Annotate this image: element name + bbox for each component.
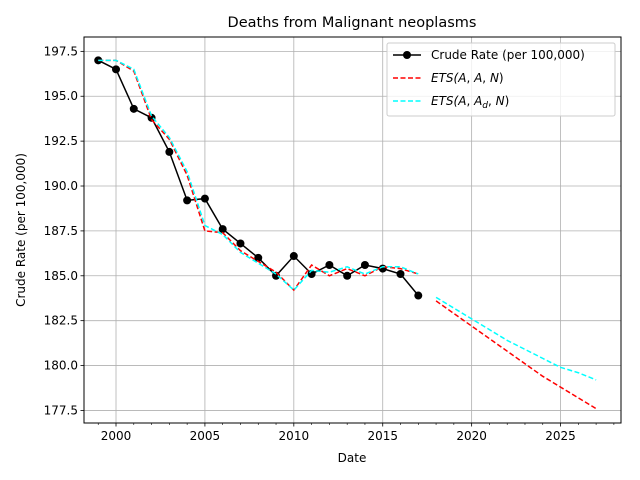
x-tick-label: 2005 (190, 429, 221, 443)
x-tick-label: 2010 (279, 429, 310, 443)
data-point (183, 196, 192, 205)
legend-label-part: N (490, 71, 499, 85)
x-tick-label: 2015 (367, 429, 398, 443)
y-tick-label: 182.5 (44, 314, 78, 328)
data-point (289, 252, 298, 261)
y-tick-label: 197.5 (44, 44, 78, 58)
legend-label-part: d (482, 101, 488, 111)
data-point (396, 269, 405, 278)
legend-label-part: A (473, 94, 482, 108)
legend-label-part: ETS( (431, 94, 460, 108)
legend-label-part: ) (499, 71, 504, 85)
legend-label-part: , (466, 94, 474, 108)
legend-label: ETS(A, A, N) (431, 71, 504, 85)
legend-label-part: A (457, 71, 466, 85)
chart-title: Deaths from Malignant neoplasms (228, 15, 477, 31)
series-layer (94, 56, 597, 410)
data-point (200, 194, 209, 203)
legend-label-part: , (488, 94, 496, 108)
x-tick-label: 2000 (101, 429, 132, 443)
series-2 (98, 59, 597, 381)
forecast-line (435, 300, 597, 410)
legend-label: Crude Rate (per 100,000) (431, 48, 585, 62)
data-point (343, 271, 352, 280)
y-tick-label: 195.0 (44, 89, 78, 103)
legend-label-part: , (482, 71, 490, 85)
forecast-line (435, 296, 597, 381)
data-point (94, 56, 103, 65)
plot-frame (83, 36, 622, 424)
axes: 2000 2005 2010 2015 2020 2025 177.5 180.0 182.5 1… (44, 44, 615, 443)
y-tick-label: 187.5 (44, 224, 78, 238)
legend: Crude Rate (per 100,000)ETS(A, A, N)ETS(… (386, 42, 616, 117)
x-tick-label: 2020 (456, 429, 487, 443)
legend-label-part: ) (505, 94, 510, 108)
data-point (325, 261, 334, 270)
legend-label-part: N (496, 94, 505, 108)
legend-marker (403, 51, 411, 59)
series-1 (98, 59, 597, 410)
series-line (98, 59, 419, 292)
data-point (165, 147, 174, 156)
data-point (129, 104, 138, 113)
data-point (112, 65, 121, 74)
data-point (360, 261, 369, 270)
y-axis-label: Crude Rate (per 100,000) (14, 153, 28, 307)
grid (84, 37, 621, 423)
data-point (254, 253, 263, 262)
data-point (414, 291, 423, 300)
data-point (218, 225, 227, 234)
x-tick-label: 2025 (545, 429, 576, 443)
legend-label-part: A (457, 94, 466, 108)
data-point (236, 239, 245, 248)
x-axis-label: Date (338, 451, 367, 465)
legend-label-part: ETS( (431, 71, 460, 85)
legend-box (386, 42, 616, 117)
y-tick-label: 177.5 (44, 403, 78, 417)
y-tick-label: 180.0 (44, 359, 78, 373)
y-tick-label: 190.0 (44, 179, 78, 193)
legend-label-part: , (466, 71, 474, 85)
y-tick-label: 185.0 (44, 269, 78, 283)
y-tick-label: 192.5 (44, 134, 78, 148)
legend-label-part: A (473, 71, 482, 85)
legend-label: ETS(A, Ad, N) (431, 94, 509, 111)
